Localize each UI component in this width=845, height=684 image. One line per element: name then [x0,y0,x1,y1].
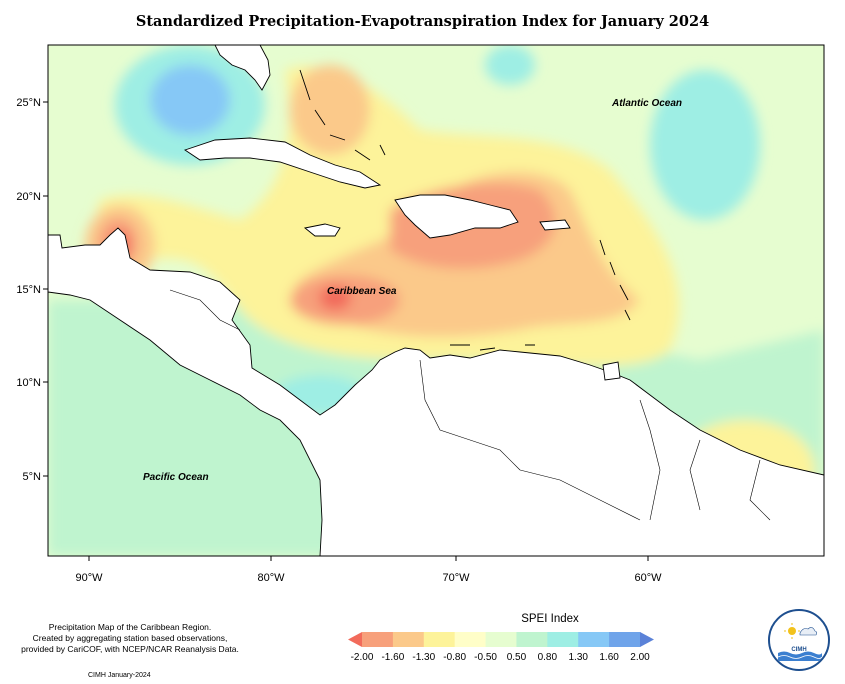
legend-swatch [547,632,579,647]
logo-emblem-icon [777,623,823,661]
legend-swatch-low [348,632,362,647]
lat-tick-10n: 10°N [16,377,41,389]
footnote-line-1: Precipitation Map of the Caribbean Regio… [48,622,212,632]
legend-value-label: -1.30 [412,652,436,663]
caribbean-sea-label: Caribbean Sea [327,286,397,297]
spei-field: Atlantic Ocean Caribbean Sea Pacific Oce… [48,45,824,556]
land-outlines [48,45,824,556]
pacific-ocean-label: Pacific Ocean [143,472,209,483]
atlantic-ocean-label: Atlantic Ocean [611,98,682,109]
legend-value-label: 1.60 [599,652,619,663]
small-islands [299,69,631,351]
legend-value-label: -0.50 [474,652,497,663]
legend-swatch [362,632,394,647]
lat-tick-15n: 15°N [16,284,41,296]
legend-value-label: -2.00 [350,652,374,663]
tick-marks [43,101,649,561]
legend-value-label: -0.80 [443,652,467,663]
legend-swatch-high [640,632,654,647]
legend-value-label: -1.60 [381,652,405,663]
legend-value-label: 1.30 [568,652,588,663]
lat-tick-25n: 25°N [16,97,41,109]
legend-swatch [516,632,548,647]
legend-value-label: 0.80 [537,652,558,663]
lat-tick-5n: 5°N [23,471,42,483]
credit-text: CIMH January-2024 [88,672,151,679]
legend-title: SPEI Index [521,613,579,625]
country-borders [169,289,771,521]
legend-swatch [485,632,517,647]
legend-swatch [423,632,456,647]
footnote-line-2: Created by aggregating station based obs… [32,633,228,643]
legend-value-label: 0.50 [506,652,527,663]
legend-swatch [454,632,487,647]
lon-tick-80w: 80°W [257,572,285,584]
footnote-line-3: provided by CariCOF, with NCEP/NCAR Rean… [21,644,239,654]
lat-tick-20n: 20°N [16,191,41,203]
map-frame [47,44,825,557]
legend-swatch [392,632,425,647]
legend-value-label: 2.00 [630,652,650,663]
map-title: Standardized Precipitation-Evapotranspir… [135,13,710,30]
logo-text: CIMH [791,647,807,653]
lon-tick-70w: 70°W [442,572,470,584]
legend-colorbar [348,632,654,647]
legend-swatch [609,632,641,647]
footnote: Precipitation Map of the Caribbean Regio… [10,622,250,655]
lon-tick-60w: 60°W [634,572,662,584]
lon-tick-90w: 90°W [75,572,103,584]
cimh-logo: CIMH [768,609,830,671]
legend-swatch [578,632,610,647]
